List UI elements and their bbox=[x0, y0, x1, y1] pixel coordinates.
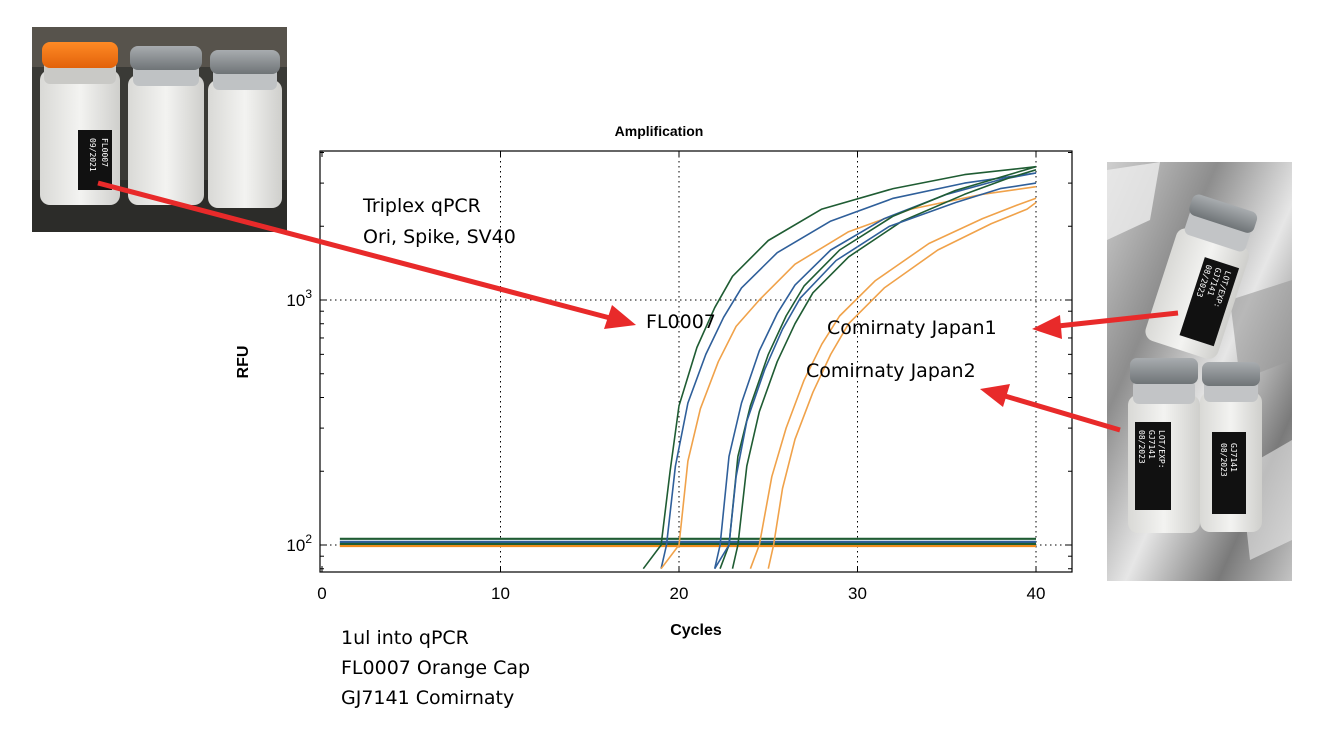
amplification-curve bbox=[660, 172, 1037, 569]
amplification-curve bbox=[767, 201, 1037, 569]
y-tick-label: 102 bbox=[286, 532, 312, 555]
arrow-fl0007 bbox=[97, 180, 636, 329]
callout-fl0007: FL0007 bbox=[646, 311, 716, 333]
chart-title: Amplification bbox=[615, 123, 704, 139]
right-vial2-label-line3: 08/2023 bbox=[1137, 430, 1146, 464]
right-vial3-label-line2: 08/2023 bbox=[1219, 443, 1228, 477]
y-tick-label: 103 bbox=[286, 287, 312, 310]
y-axis-label: RFU bbox=[235, 346, 252, 379]
amplification-curve bbox=[713, 172, 1037, 569]
x-tick-label: 30 bbox=[848, 584, 867, 603]
photo-orange-cap-vials: FL0007 09/2021 bbox=[32, 27, 287, 232]
amplification-curve bbox=[731, 169, 1037, 569]
x-tick-label: 10 bbox=[491, 584, 510, 603]
right-vial2-label-line2: GJ7141 bbox=[1147, 430, 1156, 459]
callout-comirnaty-japan2: Comirnaty Japan2 bbox=[806, 360, 976, 382]
left-vial-label-line2: 09/2021 bbox=[88, 138, 97, 172]
chart-series bbox=[339, 165, 1037, 570]
right-vial3-label-line1: GJ7141 bbox=[1229, 443, 1238, 472]
amplification-chart: Amplification 0 10 20 30 40 102 103 Cycles RFU bbox=[235, 123, 1073, 639]
note-triplex-line1: Triplex qPCR bbox=[362, 195, 481, 217]
x-tick-label: 40 bbox=[1027, 584, 1046, 603]
note-bottom-line2: FL0007 Orange Cap bbox=[341, 657, 530, 679]
annotation-arrows bbox=[97, 180, 1179, 433]
amplification-curve bbox=[642, 165, 1037, 570]
x-tick-label: 0 bbox=[317, 584, 326, 603]
note-bottom-line3: GJ7141 Comirnaty bbox=[341, 687, 514, 709]
note-bottom-line1: 1ul into qPCR bbox=[341, 627, 469, 649]
amplification-curve bbox=[714, 182, 1037, 570]
x-axis-label: Cycles bbox=[670, 622, 722, 639]
arrow-japan2 bbox=[980, 384, 1121, 433]
photo-comirnaty-vials: LOT/EXP: GJ7141 08/2023 LOT/EXP: GJ7141 … bbox=[1107, 162, 1292, 581]
chart-ticks: 0 10 20 30 40 102 103 bbox=[286, 151, 1072, 603]
left-vial-label-line1: FL0007 bbox=[100, 138, 109, 167]
amplification-curve bbox=[749, 197, 1037, 569]
plot-frame bbox=[319, 150, 1073, 573]
x-tick-label: 20 bbox=[670, 584, 689, 603]
right-vial2-label-line1: LOT/EXP: bbox=[1157, 430, 1166, 469]
note-triplex-line2: Ori, Spike, SV40 bbox=[363, 226, 516, 248]
arrow-japan1 bbox=[1032, 310, 1179, 339]
amplification-curve bbox=[660, 185, 1037, 570]
callout-comirnaty-japan1: Comirnaty Japan1 bbox=[827, 317, 997, 339]
